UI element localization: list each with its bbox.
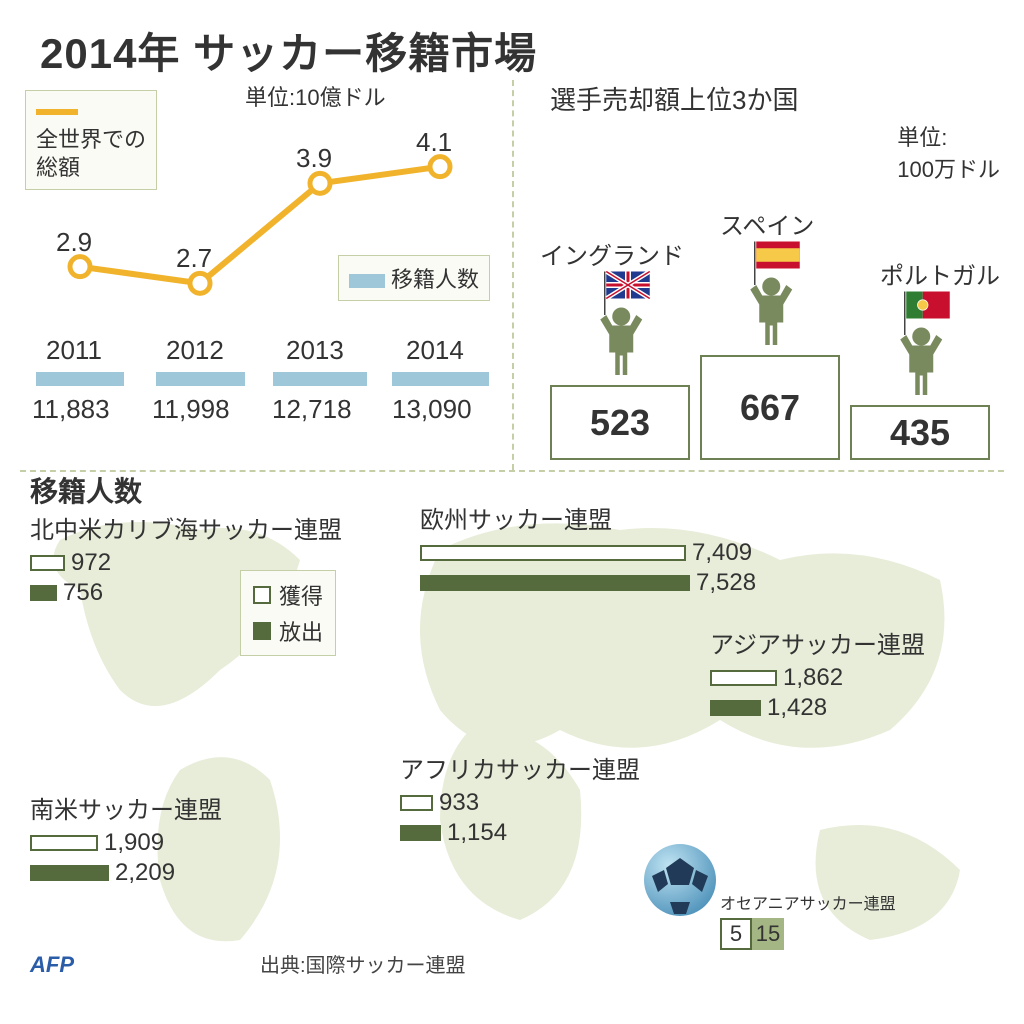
federation-1: 欧州サッカー連盟 7,409 7,528 bbox=[420, 500, 756, 597]
line-chart: 全世界での 総額 単位:10億ドル 移籍人数 2011201220132014 … bbox=[25, 80, 500, 460]
podium-figure-0 bbox=[580, 270, 670, 395]
federation-name: 欧州サッカー連盟 bbox=[420, 500, 756, 535]
fed-rel: 1,428 bbox=[767, 694, 827, 722]
fed-acq: 1,862 bbox=[783, 664, 843, 692]
federation-name: アジアサッカー連盟 bbox=[710, 625, 925, 660]
fed-acq: 972 bbox=[71, 549, 111, 577]
count-label-3: 13,090 bbox=[392, 394, 472, 425]
podium-figure-2 bbox=[880, 290, 970, 415]
fed-rel: 756 bbox=[63, 579, 103, 607]
oceania-rel: 15 bbox=[752, 918, 784, 950]
chart-unit: 単位:10億ドル bbox=[245, 80, 386, 112]
federation-3: アフリカサッカー連盟 933 1,154 bbox=[400, 750, 640, 847]
podium-figure-1 bbox=[730, 240, 820, 365]
fed-rel: 7,528 bbox=[696, 569, 756, 597]
year-label-1: 2012 bbox=[166, 335, 224, 366]
federation-name: 北中米カリブ海サッカー連盟 bbox=[30, 510, 342, 545]
count-label-0: 11,883 bbox=[32, 394, 110, 425]
fed-acq: 933 bbox=[439, 789, 479, 817]
chart-value-3: 4.1 bbox=[416, 127, 452, 158]
count-bar-0 bbox=[36, 372, 124, 386]
chart-value-1: 2.7 bbox=[176, 243, 212, 274]
legend-count: 移籍人数 bbox=[338, 255, 490, 301]
count-label-2: 12,718 bbox=[272, 394, 352, 425]
fed-rel: 1,154 bbox=[447, 819, 507, 847]
afp-logo: AFP bbox=[30, 952, 74, 978]
chart-value-2: 3.9 bbox=[296, 143, 332, 174]
federation-name: アフリカサッカー連盟 bbox=[400, 750, 640, 785]
source-text: 出典:国際サッカー連盟 bbox=[260, 949, 466, 978]
chart-value-0: 2.9 bbox=[56, 227, 92, 258]
map-section: 移籍人数 獲得 放出 北中米カリブ海サッカー連盟 972 756 欧州サッカー連… bbox=[0, 470, 1024, 990]
federation-0: 北中米カリブ海サッカー連盟 972 756 bbox=[30, 510, 342, 607]
year-label-3: 2014 bbox=[406, 335, 464, 366]
podium-block-1: 667 bbox=[700, 355, 840, 460]
count-bar-3 bbox=[392, 372, 489, 386]
country-label-1: スペイン bbox=[720, 206, 814, 241]
year-label-0: 2011 bbox=[46, 335, 102, 366]
oceania-acq: 5 bbox=[720, 918, 752, 950]
federation-2: アジアサッカー連盟 1,862 1,428 bbox=[710, 625, 925, 722]
federation-4: 南米サッカー連盟 1,909 2,209 bbox=[30, 790, 222, 887]
federation-name: 南米サッカー連盟 bbox=[30, 790, 222, 825]
map-title: 移籍人数 bbox=[30, 470, 142, 510]
fed-acq: 1,909 bbox=[104, 829, 164, 857]
podium-block-0: 523 bbox=[550, 385, 690, 460]
fed-rel: 2,209 bbox=[115, 859, 175, 887]
podium-title: 選手売却額上位3か国 bbox=[530, 80, 1010, 117]
year-label-2: 2013 bbox=[286, 335, 344, 366]
soccer-ball-icon bbox=[640, 840, 720, 920]
fed-acq: 7,409 bbox=[692, 539, 752, 567]
divider-vertical bbox=[512, 80, 514, 470]
podium-unit: 単位: 100万ドル bbox=[897, 120, 1000, 184]
page-title: 2014年 サッカー移籍市場 bbox=[0, 0, 1024, 91]
count-bar-1 bbox=[156, 372, 245, 386]
country-label-2: ポルトガル bbox=[880, 256, 1000, 291]
count-label-1: 11,998 bbox=[152, 394, 230, 425]
federation-oceania: オセアニアサッカー連盟 5 15 bbox=[720, 890, 896, 918]
count-bar-2 bbox=[273, 372, 367, 386]
podium: 選手売却額上位3か国 単位: 100万ドル 523 イングランド 667 スペイン… bbox=[530, 80, 1010, 460]
country-label-0: イングランド bbox=[540, 236, 684, 271]
